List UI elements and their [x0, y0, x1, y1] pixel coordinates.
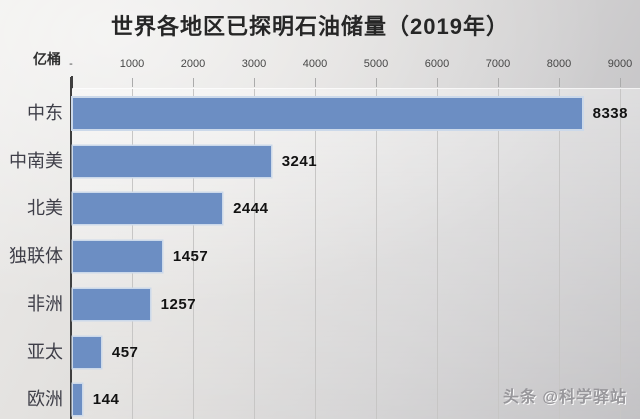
x-tick-label: 2000 — [180, 58, 206, 70]
chart-title: 世界各地区已探明石油储量（2019年） — [111, 14, 509, 39]
bar — [73, 98, 582, 129]
bar — [73, 241, 162, 273]
x-tick-mark — [193, 78, 194, 87]
x-tick-mark — [132, 78, 133, 87]
bar — [73, 336, 101, 368]
x-tick-label: 3000 — [241, 58, 267, 70]
x-tick-label: 9000 — [607, 58, 633, 70]
bar-row: 欧洲 144 — [0, 384, 640, 416]
bar-row: 北美 2444 — [0, 193, 640, 225]
value-label: 1257 — [160, 295, 197, 313]
x-tick-label: 7000 — [485, 58, 511, 70]
value-label: 144 — [92, 391, 120, 409]
bar-row: 中东 8338 — [0, 98, 640, 129]
watermark: 头条 @科学驿站 — [502, 389, 627, 406]
x-tick-mark — [620, 78, 621, 87]
x-tick-label: - — [69, 58, 73, 70]
x-tick-mark — [376, 78, 377, 87]
x-axis: - 1000 2000 3000 4000 5000 6000 7000 8000 9000 — [0, 58, 640, 92]
x-tick-mark — [254, 78, 255, 87]
gridline — [559, 89, 560, 419]
x-tick-mark — [559, 78, 560, 87]
gridline — [498, 89, 499, 419]
x-tick-mark — [437, 78, 438, 87]
bar — [73, 288, 150, 320]
category-label: 亚太 — [27, 341, 63, 362]
category-label: 中东 — [27, 103, 63, 123]
x-tick-label: 6000 — [424, 58, 450, 70]
bar — [73, 384, 82, 416]
value-label: 8338 — [592, 105, 628, 122]
unit-label: 亿桶 — [33, 51, 61, 67]
gridline — [437, 89, 438, 419]
gridline — [193, 89, 194, 419]
value-label: 2444 — [233, 200, 269, 218]
x-tick-mark — [315, 78, 316, 87]
bar-row: 中南美 3241 — [0, 145, 640, 177]
gridline — [620, 89, 621, 419]
y-axis-line — [70, 77, 72, 419]
bar-row: 非洲 1257 — [0, 288, 640, 320]
gridline — [254, 89, 255, 419]
category-label: 非洲 — [27, 293, 63, 314]
bar — [73, 193, 223, 225]
gridline — [315, 89, 316, 419]
x-tick-label: 4000 — [302, 58, 328, 70]
plot-area — [70, 77, 640, 419]
x-tick-label: 8000 — [546, 58, 572, 70]
gridline — [376, 89, 377, 419]
value-label: 1457 — [172, 248, 209, 266]
x-tick-mark — [71, 76, 73, 89]
x-tick-label: 1000 — [119, 58, 145, 70]
x-tick-mark — [498, 78, 499, 87]
bar-row: 亚太 457 — [0, 336, 640, 368]
category-label: 北美 — [27, 198, 63, 219]
bar-row: 独联体 1457 — [0, 241, 640, 273]
category-label: 欧洲 — [27, 389, 63, 410]
category-label: 中南美 — [9, 150, 63, 171]
value-label: 3241 — [281, 152, 318, 170]
category-label: 独联体 — [9, 246, 63, 267]
bar — [73, 145, 271, 177]
x-tick-label: 5000 — [363, 58, 389, 70]
value-label: 457 — [111, 343, 139, 361]
